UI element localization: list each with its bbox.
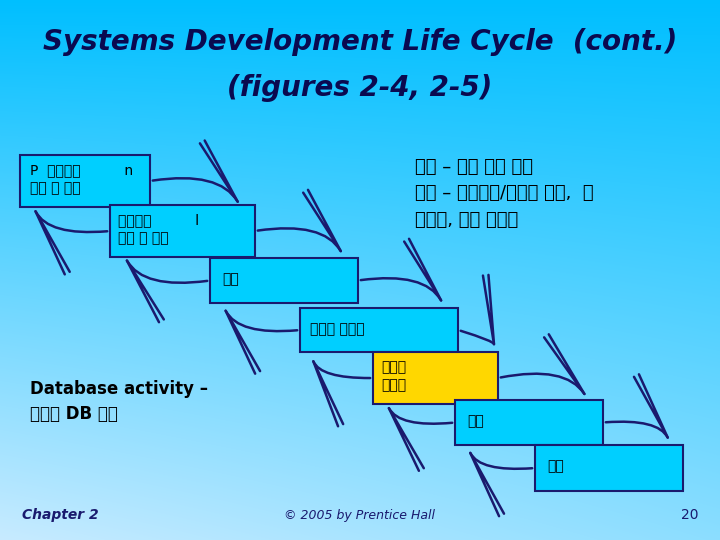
Text: 물리적
디자인: 물리적 디자인 bbox=[381, 360, 406, 393]
FancyBboxPatch shape bbox=[110, 205, 255, 257]
Text: 보수: 보수 bbox=[547, 459, 564, 473]
Text: 개발: 개발 bbox=[467, 414, 484, 428]
FancyBboxPatch shape bbox=[210, 258, 358, 303]
FancyBboxPatch shape bbox=[455, 400, 603, 445]
Text: 목적 – 세부 기술 개발
실행 – 프로그램/데이터 구성,  기
술구입, 조직 재설계: 목적 – 세부 기술 개발 실행 – 프로그램/데이터 구성, 기 술구입, 조… bbox=[415, 158, 593, 229]
Text: P  프로젝트          n
확인 및 선택: P 프로젝트 n 확인 및 선택 bbox=[30, 163, 133, 195]
Text: 프로젝트          l
착수 및 계획: 프로젝트 l 착수 및 계획 bbox=[118, 213, 199, 245]
Text: 분석: 분석 bbox=[222, 272, 239, 286]
Text: Chapter 2: Chapter 2 bbox=[22, 508, 99, 522]
FancyBboxPatch shape bbox=[373, 352, 498, 404]
FancyBboxPatch shape bbox=[535, 445, 683, 491]
Text: Database activity –
물리적 DB 설계: Database activity – 물리적 DB 설계 bbox=[30, 380, 208, 423]
Text: (figures 2-4, 2-5): (figures 2-4, 2-5) bbox=[228, 74, 492, 102]
Text: 20: 20 bbox=[680, 508, 698, 522]
Text: Systems Development Life Cycle  (cont.): Systems Development Life Cycle (cont.) bbox=[43, 28, 677, 56]
Text: 논리적 디자인: 논리적 디자인 bbox=[310, 322, 364, 336]
FancyBboxPatch shape bbox=[300, 308, 458, 352]
FancyBboxPatch shape bbox=[20, 155, 150, 207]
Text: © 2005 by Prentice Hall: © 2005 by Prentice Hall bbox=[284, 509, 436, 522]
